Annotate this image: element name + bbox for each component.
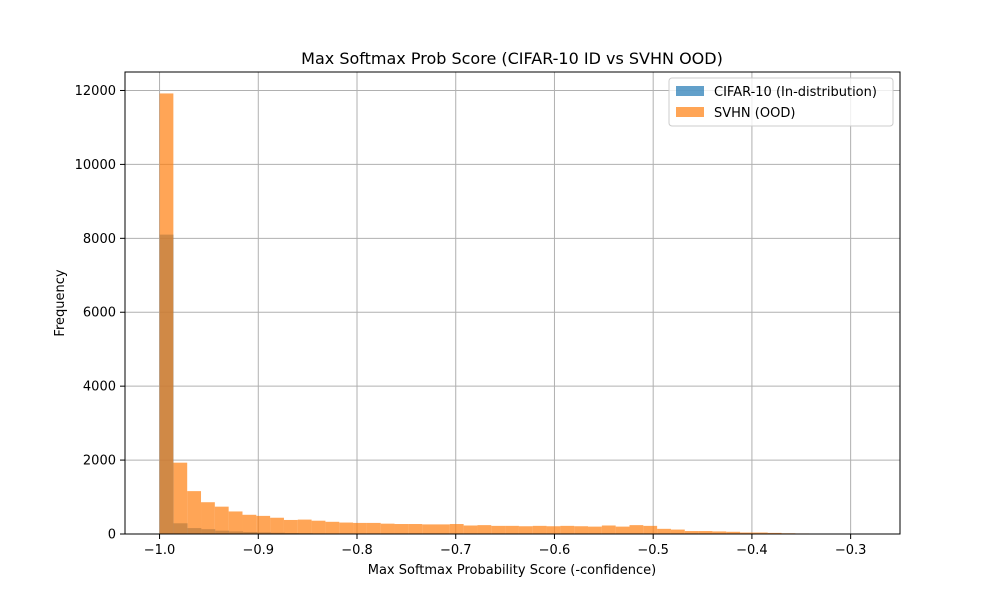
histogram-bar	[436, 524, 450, 534]
x-tick-label: −1.0	[144, 543, 176, 558]
x-tick-label: −0.7	[440, 543, 472, 558]
chart-title: Max Softmax Prob Score (CIFAR-10 ID vs S…	[301, 49, 723, 68]
x-tick-label: −0.8	[341, 543, 373, 558]
histogram-bar	[408, 524, 422, 534]
x-tick-label: −0.4	[736, 543, 768, 558]
histogram-bar	[422, 524, 436, 534]
histogram-bar	[533, 526, 547, 534]
histogram-bar	[381, 524, 395, 534]
histogram-bar	[201, 502, 215, 534]
histogram-bar	[284, 520, 298, 534]
histogram-bar	[395, 524, 409, 534]
histogram-bar	[464, 525, 478, 534]
y-tick-label: 4000	[83, 380, 116, 395]
histogram-bar	[491, 526, 505, 534]
histogram-bar	[629, 525, 643, 534]
y-tick-label: 10000	[75, 158, 116, 173]
histogram-bar	[616, 527, 630, 534]
x-tick-label: −0.3	[835, 543, 867, 558]
y-tick-label: 6000	[83, 306, 116, 321]
y-tick-label: 12000	[75, 84, 116, 99]
histogram-bar	[588, 527, 602, 534]
histogram-bar	[450, 524, 464, 534]
histogram-bar	[671, 530, 685, 534]
histogram-bar	[270, 518, 284, 534]
legend-swatch-cifar10	[676, 86, 704, 96]
histogram-bar	[312, 521, 326, 534]
y-tick-label: 2000	[83, 454, 116, 469]
histogram-bar	[242, 515, 256, 534]
legend-swatch-svhn	[676, 107, 704, 117]
histogram-bar	[325, 522, 339, 534]
histogram-bar	[298, 520, 312, 534]
y-axis-label: Frequency	[53, 269, 68, 336]
histogram-bar	[643, 526, 657, 534]
histogram-bar	[477, 525, 491, 534]
y-tick-label: 8000	[83, 232, 116, 247]
histogram-bar	[256, 516, 270, 534]
histogram-bar	[574, 526, 588, 534]
histogram-bar	[505, 526, 519, 534]
legend: CIFAR-10 (In-distribution) SVHN (OOD)	[669, 78, 893, 126]
histogram-bar	[229, 511, 243, 534]
histogram-bar	[173, 463, 187, 534]
legend-label-svhn: SVHN (OOD)	[714, 106, 795, 121]
legend-label-cifar10: CIFAR-10 (In-distribution)	[714, 85, 877, 100]
histogram-bar	[560, 526, 574, 534]
histogram-bar	[547, 526, 561, 534]
y-tick-label: 0	[108, 528, 116, 543]
x-axis-label: Max Softmax Probability Score (-confiden…	[368, 563, 657, 578]
histogram-bar	[353, 523, 367, 534]
x-tick-label: −0.5	[637, 543, 669, 558]
x-tick-label: −0.6	[539, 543, 571, 558]
histogram-bar	[160, 93, 174, 534]
histogram-bar	[215, 507, 229, 534]
histogram-bar	[519, 526, 533, 534]
histogram-bar	[657, 529, 671, 534]
histogram-bar	[339, 523, 353, 534]
histogram-bar	[187, 491, 201, 534]
histogram-bar	[367, 523, 381, 534]
histogram-bar	[602, 525, 616, 534]
x-tick-label: −0.9	[242, 543, 274, 558]
